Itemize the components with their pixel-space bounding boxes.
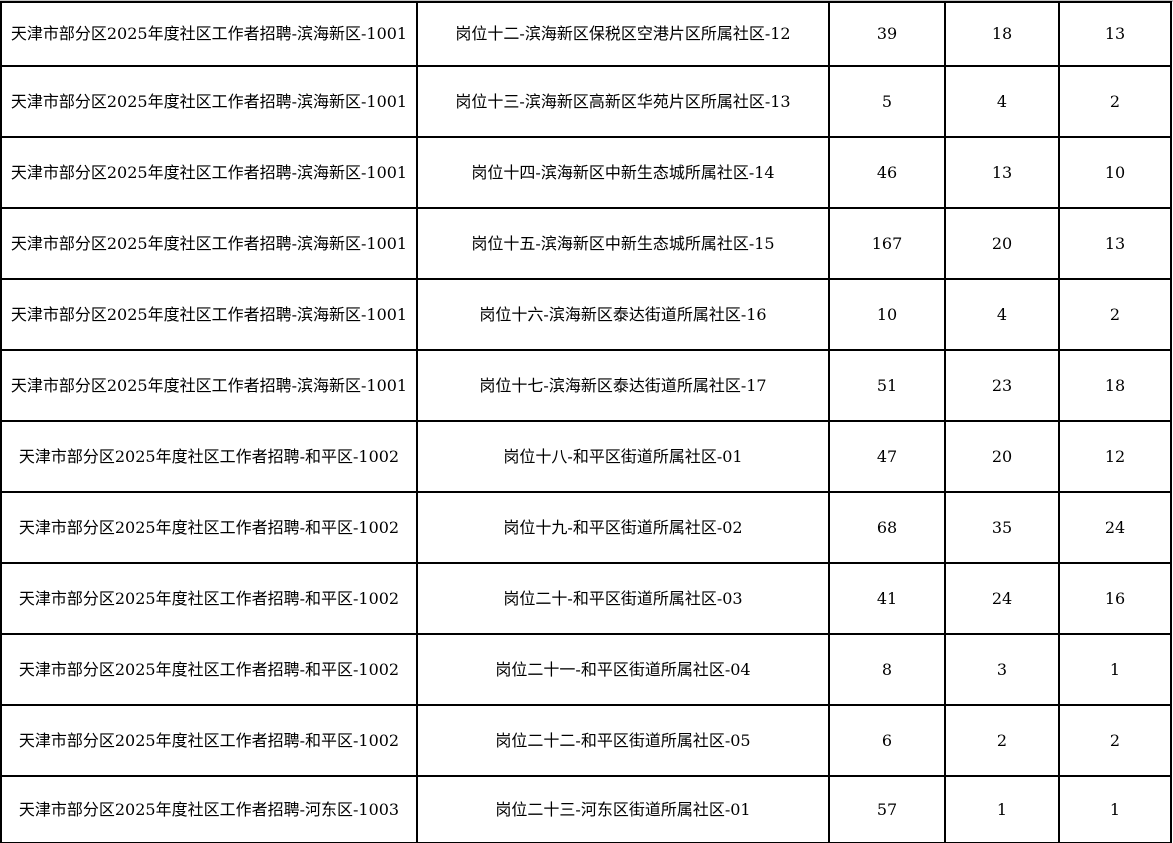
table-cell-col3: 46 [828,136,946,209]
table-cell-col3: 41 [828,562,946,635]
table-cell-project: 天津市部分区2025年度社区工作者招聘-和平区-1002 [0,562,418,635]
table-cell-col4: 20 [944,207,1060,280]
table-cell-project: 天津市部分区2025年度社区工作者招聘-和平区-1002 [0,704,418,777]
table-cell-col4: 20 [944,420,1060,493]
table-cell-position: 岗位二十一-和平区街道所属社区-04 [416,633,830,706]
table-cell-col3: 10 [828,278,946,351]
table-cell-col5: 2 [1058,65,1172,138]
table-cell-col5: 24 [1058,491,1172,564]
table-cell-project: 天津市部分区2025年度社区工作者招聘-和平区-1002 [0,420,418,493]
table-cell-col4: 4 [944,278,1060,351]
table-cell-project: 天津市部分区2025年度社区工作者招聘-滨海新区-1001 [0,136,418,209]
table-cell-col5: 18 [1058,349,1172,422]
table-cell-col4: 1 [944,775,1060,843]
table-cell-col5: 12 [1058,420,1172,493]
table-cell-col4: 4 [944,65,1060,138]
table-cell-col3: 6 [828,704,946,777]
table-cell-position: 岗位十二-滨海新区保税区空港片区所属社区-12 [416,1,830,67]
table-cell-project: 天津市部分区2025年度社区工作者招聘-和平区-1002 [0,491,418,564]
table-cell-position: 岗位二十三-河东区街道所属社区-01 [416,775,830,843]
window-edge-strip [0,0,1173,2]
table-cell-col3: 8 [828,633,946,706]
table-cell-col4: 2 [944,704,1060,777]
table-cell-col3: 68 [828,491,946,564]
table-cell-col5: 13 [1058,1,1172,67]
table-cell-project: 天津市部分区2025年度社区工作者招聘-滨海新区-1001 [0,207,418,280]
table-cell-position: 岗位十五-滨海新区中新生态城所属社区-15 [416,207,830,280]
table-cell-col4: 13 [944,136,1060,209]
table-cell-project: 天津市部分区2025年度社区工作者招聘-和平区-1002 [0,633,418,706]
table-row: 天津市部分区2025年度社区工作者招聘-和平区-1002 岗位二十-和平区街道所属… [0,562,1172,635]
table-row: 天津市部分区2025年度社区工作者招聘-滨海新区-1001 岗位十七-滨海新区泰达… [0,349,1172,422]
table-cell-col3: 57 [828,775,946,843]
table-cell-col3: 47 [828,420,946,493]
table-cell-col4: 23 [944,349,1060,422]
table-row: 天津市部分区2025年度社区工作者招聘-滨海新区-1001 岗位十六-滨海新区泰达… [0,278,1172,351]
table-cell-col5: 13 [1058,207,1172,280]
table-row: 天津市部分区2025年度社区工作者招聘-和平区-1002 岗位二十一-和平区街道所… [0,633,1172,706]
table-cell-col4: 24 [944,562,1060,635]
table-cell-project: 天津市部分区2025年度社区工作者招聘-河东区-1003 [0,775,418,843]
table-cell-position: 岗位十八-和平区街道所属社区-01 [416,420,830,493]
table-cell-col3: 5 [828,65,946,138]
table-cell-position: 岗位二十二-和平区街道所属社区-05 [416,704,830,777]
table-row: 天津市部分区2025年度社区工作者招聘-滨海新区-1001 岗位十二-滨海新区保税… [0,1,1172,67]
table-cell-project: 天津市部分区2025年度社区工作者招聘-滨海新区-1001 [0,349,418,422]
table-cell-col5: 1 [1058,633,1172,706]
table-cell-project: 天津市部分区2025年度社区工作者招聘-滨海新区-1001 [0,65,418,138]
table-cell-project: 天津市部分区2025年度社区工作者招聘-滨海新区-1001 [0,278,418,351]
table-cell-col4: 18 [944,1,1060,67]
table-cell-col4: 35 [944,491,1060,564]
table-row: 天津市部分区2025年度社区工作者招聘-和平区-1002 岗位十九-和平区街道所属… [0,491,1172,564]
table-cell-col5: 2 [1058,278,1172,351]
table-cell-col5: 2 [1058,704,1172,777]
table-cell-position: 岗位十四-滨海新区中新生态城所属社区-14 [416,136,830,209]
table-row: 天津市部分区2025年度社区工作者招聘-和平区-1002 岗位十八-和平区街道所属… [0,420,1172,493]
table-cell-position: 岗位十三-滨海新区高新区华苑片区所属社区-13 [416,65,830,138]
table-row: 天津市部分区2025年度社区工作者招聘-河东区-1003 岗位二十三-河东区街道所… [0,775,1172,843]
table-cell-position: 岗位二十-和平区街道所属社区-03 [416,562,830,635]
table-cell-col3: 51 [828,349,946,422]
table-cell-col3: 167 [828,207,946,280]
table-row: 天津市部分区2025年度社区工作者招聘-滨海新区-1001 岗位十四-滨海新区中新… [0,136,1172,209]
table-row: 天津市部分区2025年度社区工作者招聘-和平区-1002 岗位二十二-和平区街道所… [0,704,1172,777]
table-cell-position: 岗位十九-和平区街道所属社区-02 [416,491,830,564]
table-cell-position: 岗位十六-滨海新区泰达街道所属社区-16 [416,278,830,351]
table-cell-col5: 1 [1058,775,1172,843]
table-row: 天津市部分区2025年度社区工作者招聘-滨海新区-1001 岗位十五-滨海新区中新… [0,207,1172,280]
table-cell-col3: 39 [828,1,946,67]
table-cell-col5: 10 [1058,136,1172,209]
table-cell-project: 天津市部分区2025年度社区工作者招聘-滨海新区-1001 [0,1,418,67]
table-row: 天津市部分区2025年度社区工作者招聘-滨海新区-1001 岗位十三-滨海新区高新… [0,65,1172,138]
table-cell-col5: 16 [1058,562,1172,635]
table-cell-col4: 3 [944,633,1060,706]
table-cell-position: 岗位十七-滨海新区泰达街道所属社区-17 [416,349,830,422]
